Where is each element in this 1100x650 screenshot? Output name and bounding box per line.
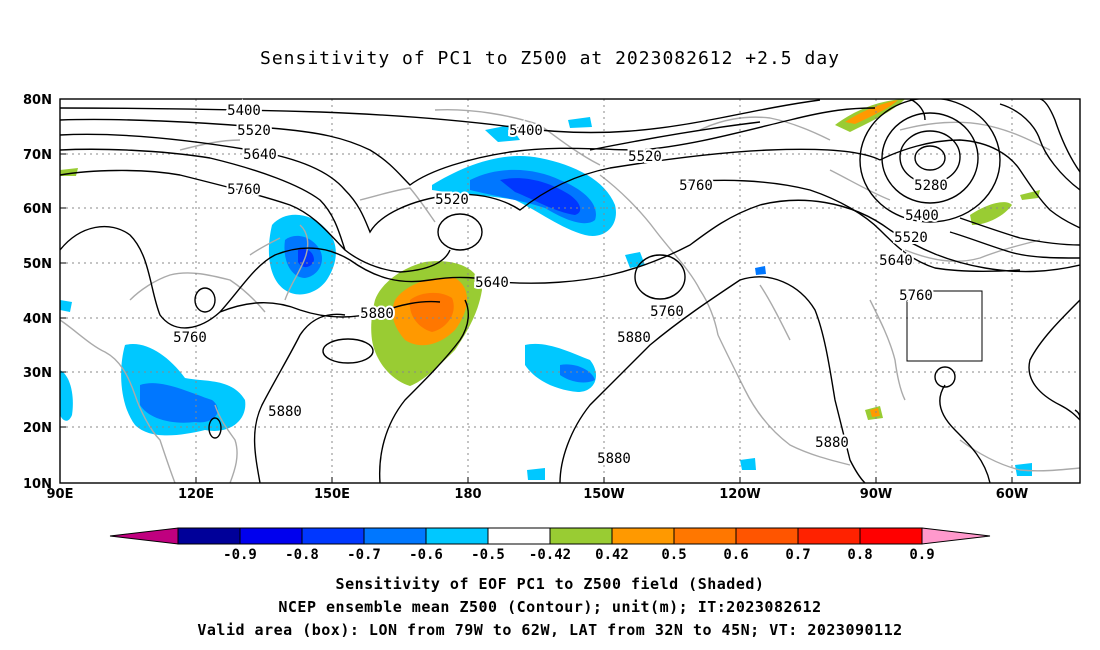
contour-label: 5880 (815, 435, 849, 451)
contour-label: 5520 (628, 149, 662, 165)
tick-marks (60, 98, 1013, 484)
colorbar-triangle-low (109, 527, 179, 545)
contour-label: 5880 (360, 306, 394, 322)
colorbar-swatch (239, 527, 303, 545)
lon-label: 60W (996, 487, 1028, 502)
colorbar-swatch (549, 527, 613, 545)
colorbar-label: 0.7 (785, 547, 810, 563)
colorbar-swatch (611, 527, 675, 545)
grid-lines (60, 99, 1080, 483)
colorbar-swatch (301, 527, 365, 545)
contour-label: 5400 (509, 123, 543, 139)
contour-label: 5880 (597, 451, 631, 467)
lon-label: 90W (860, 487, 892, 502)
colorbar-label: 0.9 (909, 547, 934, 563)
contour-label: 5640 (475, 275, 509, 291)
contour-label: 5640 (879, 253, 913, 269)
contour-label: 5760 (650, 304, 684, 320)
contour-label: 5880 (268, 404, 302, 420)
lon-label: 120W (719, 487, 760, 502)
lon-label: 120E (178, 487, 214, 502)
contour-label: 5880 (617, 330, 651, 346)
contour-label: 5760 (899, 288, 933, 304)
colorbar-swatch (673, 527, 737, 545)
colorbar-label: -0.9 (223, 547, 257, 563)
lat-label: 10N (23, 477, 52, 492)
contour-label: 5400 (227, 103, 261, 119)
colorbar-label: -0.42 (529, 547, 571, 563)
colorbar-label: -0.7 (347, 547, 381, 563)
contour-label: 5520 (435, 192, 469, 208)
contour-label: 5760 (227, 182, 261, 198)
plot-border (59, 98, 1081, 484)
lat-label: 40N (23, 312, 52, 327)
colorbar-label: 0.8 (847, 547, 872, 563)
z500-contours (60, 99, 1080, 483)
caption-line-2: NCEP ensemble mean Z500 (Contour); unit(… (278, 598, 822, 616)
lon-label: 90E (47, 487, 74, 502)
colorbar-label: -0.6 (409, 547, 443, 563)
lat-label: 20N (23, 421, 52, 436)
coastlines (60, 108, 1080, 483)
colorbar-swatch (797, 527, 861, 545)
colorbar-label: -0.8 (285, 547, 319, 563)
contour-label: 5520 (237, 123, 271, 139)
lat-label: 60N (23, 202, 52, 217)
contour-label: 5760 (173, 330, 207, 346)
colorbar-label: 0.5 (661, 547, 686, 563)
lon-label: 150W (583, 487, 624, 502)
lon-label: 150E (314, 487, 350, 502)
colorbar-triangle-high (921, 527, 991, 545)
colorbar-swatch (425, 527, 489, 545)
colorbar-swatch (735, 527, 799, 545)
lon-labels: 90E 120E 150E 180 150W 120W 90W 60W (47, 487, 1029, 502)
contour-label: 5400 (905, 208, 939, 224)
lat-labels: 80N 70N 60N 50N 40N 30N 20N 10N (23, 93, 52, 492)
colorbar-label: 0.6 (723, 547, 748, 563)
contour-label: 5760 (679, 178, 713, 194)
lat-label: 50N (23, 257, 52, 272)
colorbar-swatch (177, 527, 241, 545)
contour-label: 5280 (914, 178, 948, 194)
colorbar-label: -0.5 (471, 547, 505, 563)
chart-title: Sensitivity of PC1 to Z500 at 2023082612… (259, 48, 840, 69)
caption-line-3: Valid area (box): LON from 79W to 62W, L… (197, 621, 903, 639)
colorbar-labels: -0.9 -0.8 -0.7 -0.6 -0.5 -0.42 0.42 0.5 0.6 0.7 0.… (223, 547, 935, 563)
colorbar-swatch (859, 527, 923, 545)
lat-label: 70N (23, 148, 52, 163)
colorbar-swatch (487, 527, 551, 545)
valid-area-box (906, 290, 983, 362)
lat-label: 80N (23, 93, 52, 108)
colorbar (109, 527, 991, 545)
colorbar-swatch (363, 527, 427, 545)
caption-line-1: Sensitivity of EOF PC1 to Z500 field (Sh… (335, 575, 765, 593)
contour-label: 5640 (243, 147, 277, 163)
contour-label: 5520 (894, 230, 928, 246)
lat-label: 30N (23, 366, 52, 381)
lon-label: 180 (454, 487, 481, 502)
contour-labels: 5400 5520 5640 5760 5880 5400 5520 5640 … (171, 101, 950, 469)
colorbar-label: 0.42 (595, 547, 629, 563)
